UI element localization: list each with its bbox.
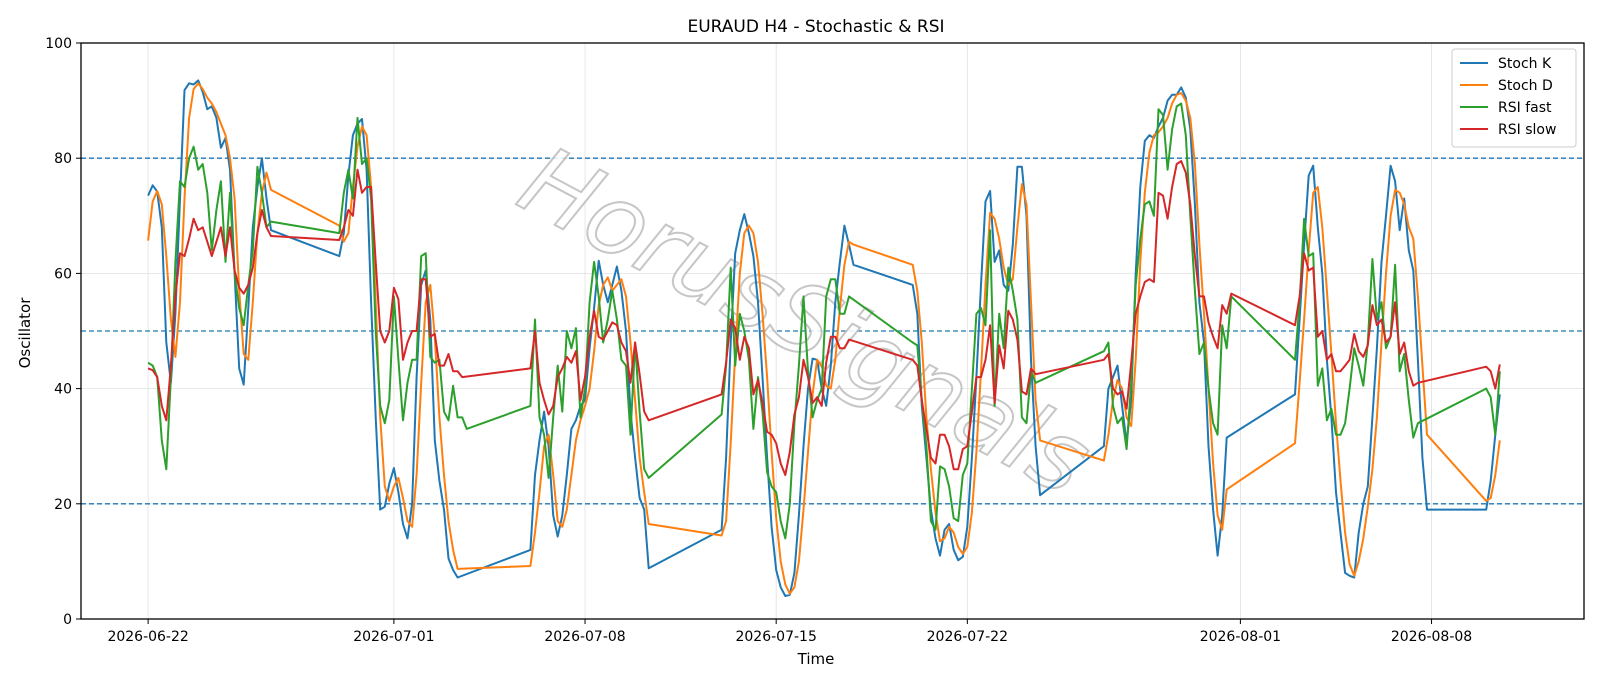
- y-axis-label: Oscillator: [16, 297, 34, 369]
- x-tick-label: 2026-07-08: [544, 629, 625, 645]
- legend-box: [1451, 48, 1577, 148]
- legend-label: Stoch K: [1498, 56, 1552, 72]
- x-tick-label: 2026-06-22: [107, 629, 188, 645]
- legend-label: RSI fast: [1498, 100, 1552, 116]
- axis-ticks: 0 20 40 60 80 100 2026-06-22 2026-07-01 2026-07-…: [45, 36, 1472, 645]
- x-tick-label: 2026-07-22: [927, 629, 1008, 645]
- y-tick-label: 100: [45, 36, 72, 52]
- series-line-stoch-d: [147, 82, 1501, 595]
- x-tick-label: 2026-08-08: [1391, 629, 1472, 645]
- x-tick-label: 2026-07-15: [735, 629, 816, 645]
- y-tick-label: 0: [63, 612, 72, 628]
- x-axis-label: Time: [797, 650, 835, 668]
- x-tick-label: 2026-08-01: [1200, 629, 1281, 645]
- series-line-rsi-slow: [147, 160, 1501, 476]
- plot-frame: [80, 42, 1585, 620]
- y-tick-label: 60: [54, 266, 72, 282]
- legend: Stoch K Stoch D RSI fast RSI slow: [1451, 48, 1577, 148]
- series-line-rsi-fast: [147, 102, 1501, 540]
- reference-lines: [81, 157, 1584, 505]
- series-line-stoch-k: [147, 79, 1501, 597]
- y-tick-label: 80: [54, 151, 72, 167]
- legend-label: Stoch D: [1498, 78, 1553, 94]
- y-tick-label: 40: [54, 382, 72, 398]
- x-tick-label: 2026-07-01: [353, 629, 434, 645]
- chart-title: EURAUD H4 - Stochastic & RSI: [687, 17, 944, 37]
- legend-label: RSI slow: [1498, 122, 1556, 138]
- series-layer: [147, 79, 1501, 597]
- y-tick-label: 20: [54, 497, 72, 513]
